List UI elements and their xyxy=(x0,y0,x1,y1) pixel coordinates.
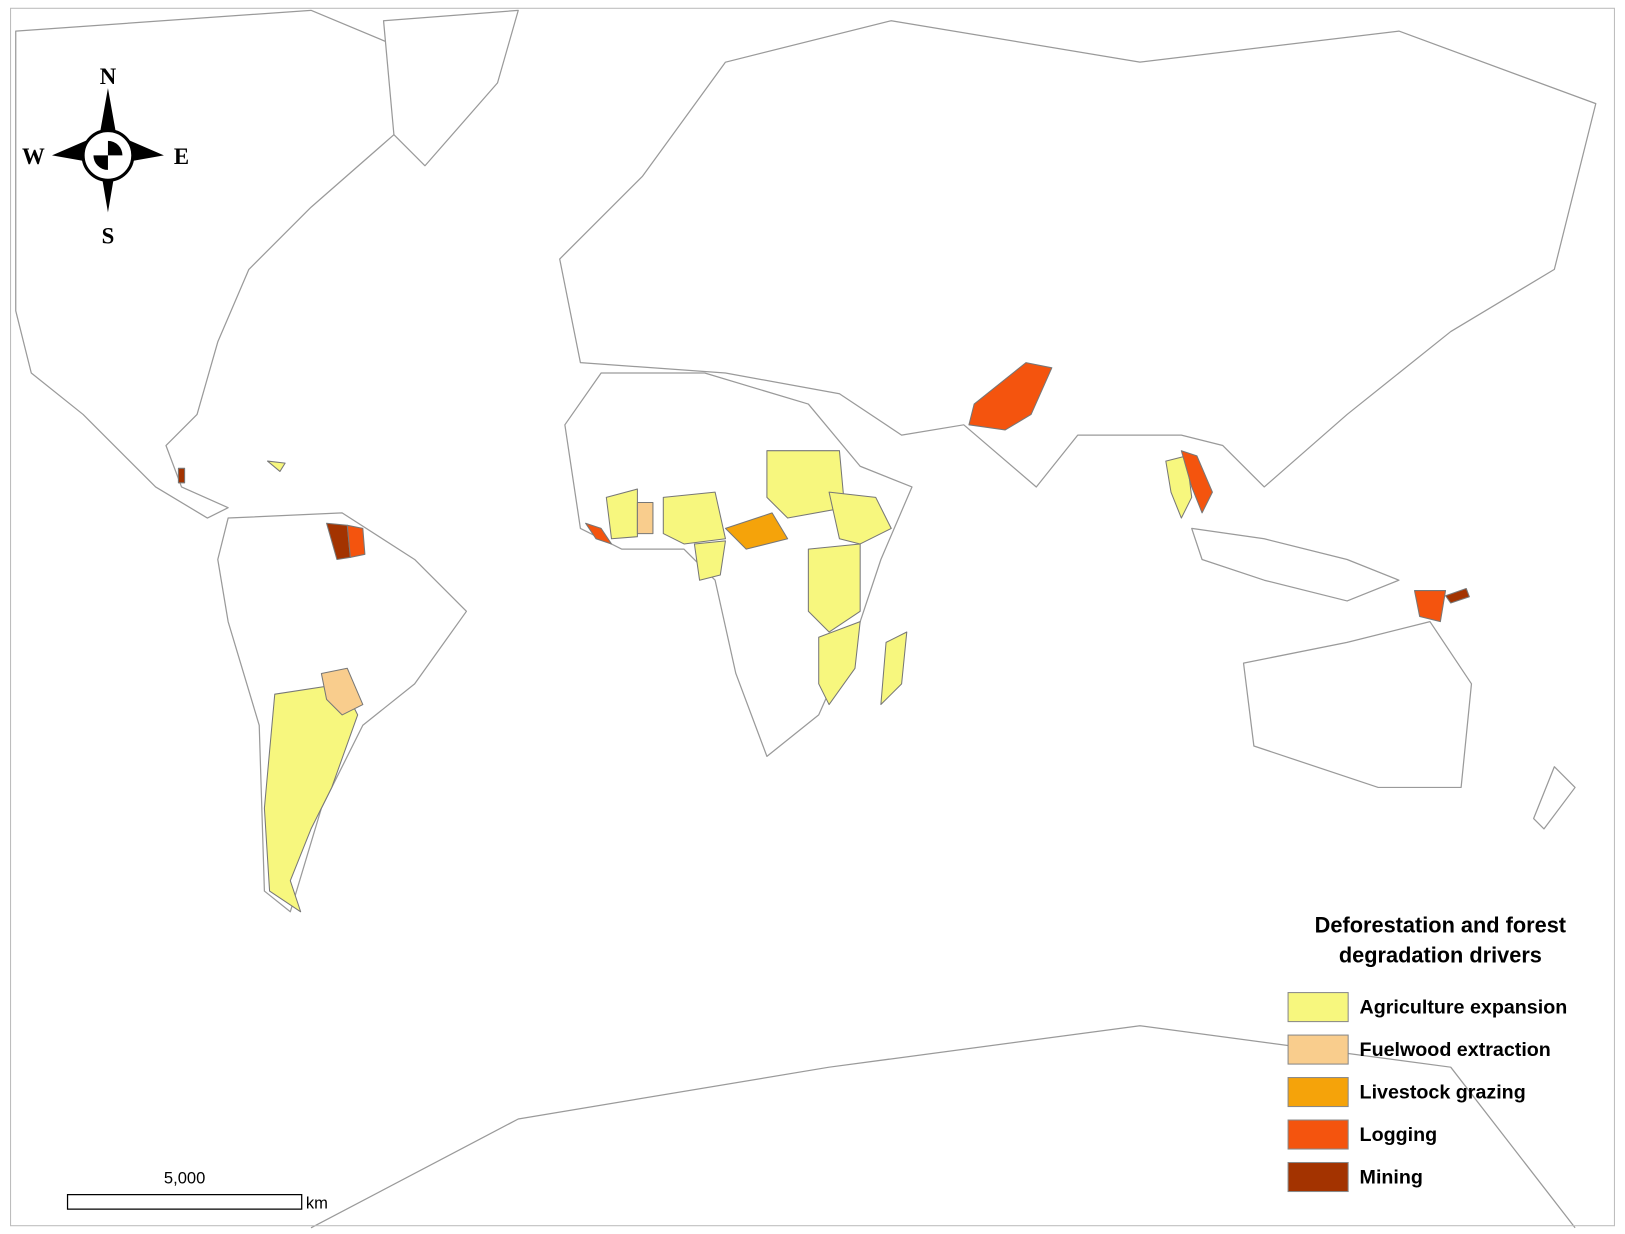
liberia xyxy=(585,522,613,545)
legend-label: Agriculture expansion xyxy=(1360,996,1568,1018)
legend-label: Livestock grazing xyxy=(1360,1081,1526,1103)
compass-center xyxy=(93,140,123,170)
scale-bar-rect xyxy=(66,1194,303,1210)
central-african-republic xyxy=(724,512,789,550)
compass-south: S xyxy=(102,224,115,249)
legend-label: Mining xyxy=(1360,1166,1423,1188)
suriname xyxy=(346,524,366,558)
scale-bar: 5,000 km xyxy=(66,1168,328,1212)
greenland xyxy=(382,9,519,167)
legend-label: Logging xyxy=(1360,1124,1438,1146)
compass-west: W xyxy=(22,144,45,169)
solomon-islands xyxy=(1445,587,1470,604)
eurasia xyxy=(559,20,1597,488)
west-africa xyxy=(605,488,638,540)
new-zealand xyxy=(1533,766,1576,830)
cameroon xyxy=(693,540,726,581)
mozambique xyxy=(818,621,861,706)
east-africa xyxy=(807,543,861,633)
legend: Deforestation and forest degradation dri… xyxy=(1287,912,1568,1193)
legend-swatch xyxy=(1287,1161,1349,1193)
australia xyxy=(1242,621,1473,789)
legend-swatch xyxy=(1287,1077,1349,1108)
madagascar xyxy=(880,631,908,706)
paraguay xyxy=(320,667,364,716)
antarctica xyxy=(310,1025,1576,1229)
southeast-asia-islands xyxy=(1191,527,1400,602)
papua-new-guinea xyxy=(1413,590,1447,623)
legend-swatch xyxy=(1287,1034,1349,1065)
nigeria xyxy=(662,491,726,545)
sudan xyxy=(766,450,846,519)
belize xyxy=(177,467,186,484)
legend-title: degradation drivers xyxy=(1339,943,1542,968)
legend-title: Deforestation and forest xyxy=(1315,912,1566,937)
countries xyxy=(177,362,1470,913)
compass: N S E W xyxy=(22,64,189,249)
pakistan xyxy=(968,362,1053,431)
haiti xyxy=(266,460,286,472)
laos-cambodia xyxy=(1180,450,1213,514)
compass-north: N xyxy=(100,64,117,89)
legend-swatch xyxy=(1287,1119,1349,1150)
legend-items: Agriculture expansion Fuelwood extraction… xyxy=(1287,992,1568,1193)
compass-east: E xyxy=(174,144,189,169)
map-frame xyxy=(10,7,1615,1227)
ethiopia xyxy=(828,491,892,545)
scale-label: 5,000 xyxy=(164,1168,205,1187)
legend-label: Fuelwood extraction xyxy=(1360,1039,1551,1061)
ghana xyxy=(636,501,654,535)
legend-swatch xyxy=(1287,992,1349,1023)
scale-unit: km xyxy=(306,1193,328,1212)
